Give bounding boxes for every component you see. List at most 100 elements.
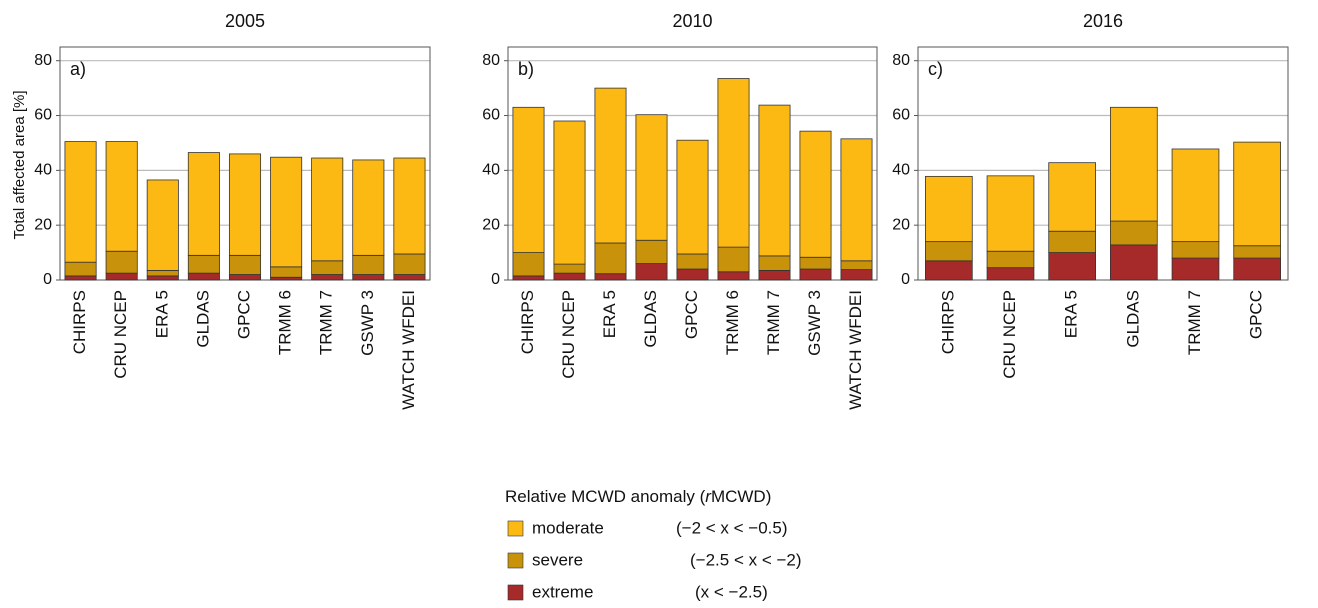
x-tick-label: CRU NCEP: [1000, 290, 1019, 379]
x-tick-label: TRMM 6: [723, 290, 742, 355]
bar-segment: [512, 252, 545, 277]
bar-segment: [228, 274, 262, 281]
plot-frame: [917, 46, 1289, 281]
y-tick-label: 60: [482, 107, 500, 124]
legend-range: (−2 < x < −0.5): [676, 518, 788, 537]
legend-title-part: r: [705, 487, 712, 506]
bar-segment: [986, 175, 1035, 252]
x-tick-label: GLDAS: [641, 290, 660, 348]
y-tick-label: 40: [34, 162, 52, 179]
bar-segment: [676, 139, 709, 255]
x-tick-label: GLDAS: [1123, 290, 1142, 348]
bar-segment: [1233, 257, 1281, 281]
bar-segment: [840, 269, 873, 281]
bar-segment: [758, 255, 791, 271]
bar-segment: [1110, 220, 1158, 246]
x-tick-label: WATCH WFDEI: [846, 290, 865, 410]
x-tick-label: TRMM 7: [1185, 290, 1204, 355]
bar-segment: [758, 270, 791, 281]
y-tick-label: 80: [34, 52, 52, 69]
bar-segment: [676, 268, 709, 281]
bar-segment: [1048, 162, 1096, 232]
bar-segment: [352, 159, 385, 256]
x-tick-label: ERA 5: [1062, 290, 1081, 338]
y-tick-label: 40: [892, 162, 910, 179]
bar-segment: [840, 138, 873, 262]
legend-label: extreme: [532, 582, 593, 601]
x-tick-label: CRU NCEP: [111, 290, 130, 379]
bar-segment: [925, 260, 973, 281]
x-tick-label: TRMM 7: [317, 290, 336, 355]
x-tick-label: ERA 5: [152, 290, 171, 338]
bar-segment: [1110, 244, 1158, 281]
y-tick-label: 60: [892, 107, 910, 124]
bar-segment: [1233, 245, 1281, 259]
bar-segment: [393, 253, 426, 275]
x-tick-label: GPCC: [234, 290, 253, 339]
bar-segment: [512, 275, 545, 281]
bar-segment: [1171, 241, 1220, 259]
panel-label: c): [928, 59, 943, 79]
x-tick-label: CHIRPS: [70, 290, 89, 354]
bar-segment: [1110, 106, 1158, 222]
legend-swatch: [507, 520, 524, 537]
bar-segment: [105, 272, 138, 281]
panel-title: 2010: [672, 11, 712, 31]
bar-segment: [64, 275, 97, 281]
y-tick-label: 20: [482, 216, 500, 233]
panel-label: b): [518, 59, 534, 79]
y-tick-label: 20: [892, 216, 910, 233]
x-tick-label: TRMM 6: [276, 290, 295, 355]
bar-segment: [146, 275, 179, 281]
bar-segment: [635, 263, 668, 281]
legend-label: severe: [532, 550, 583, 569]
bar-segment: [986, 250, 1035, 269]
x-tick-label: GPCC: [1247, 290, 1266, 339]
x-tick-label: CHIRPS: [938, 290, 957, 354]
bar-segment: [64, 261, 97, 277]
bar-segment: [635, 239, 668, 264]
x-tick-label: GSWP 3: [358, 290, 377, 356]
legend-range: (−2.5 < x < −2): [690, 550, 802, 569]
bar-segment: [270, 266, 303, 278]
bar-segment: [553, 120, 586, 265]
bar-segment: [393, 274, 426, 281]
y-tick-label: 0: [43, 271, 52, 288]
bar-segment: [187, 272, 220, 281]
bar-segment: [1171, 148, 1220, 243]
bar-segment: [187, 152, 220, 256]
x-tick-label: GLDAS: [193, 290, 212, 348]
bar-segment: [512, 106, 545, 253]
bar-segment: [925, 241, 973, 262]
panel-title: 2005: [225, 11, 265, 31]
bar-segment: [717, 271, 750, 281]
bar-segment: [352, 274, 385, 281]
bar-segment: [1048, 230, 1096, 253]
y-tick-label: 0: [901, 271, 910, 288]
x-tick-label: CRU NCEP: [559, 290, 578, 379]
bar-segment: [270, 276, 303, 281]
y-tick-label: 80: [482, 52, 500, 69]
bar-segment: [105, 141, 138, 252]
bar-segment: [799, 130, 832, 258]
bar-segment: [228, 153, 262, 256]
y-axis-title: Total affected area [%]: [11, 91, 28, 240]
bar-segment: [1171, 257, 1220, 281]
bar-segment: [146, 179, 179, 271]
bar-segment: [352, 254, 385, 275]
bar-segment: [553, 272, 586, 281]
bar-segment: [187, 254, 220, 274]
bar-segment: [758, 104, 791, 257]
y-tick-label: 0: [491, 271, 500, 288]
x-tick-label: GSWP 3: [805, 290, 824, 356]
bar-segment: [311, 157, 344, 262]
bar-segment: [553, 263, 586, 274]
y-tick-label: 80: [892, 52, 910, 69]
bar-segment: [311, 274, 344, 281]
bar-segment: [1233, 141, 1281, 247]
bar-segment: [146, 270, 179, 277]
bar-segment: [676, 253, 709, 270]
bar-segment: [986, 267, 1035, 281]
bar-segment: [840, 260, 873, 270]
bar-segment: [717, 246, 750, 273]
